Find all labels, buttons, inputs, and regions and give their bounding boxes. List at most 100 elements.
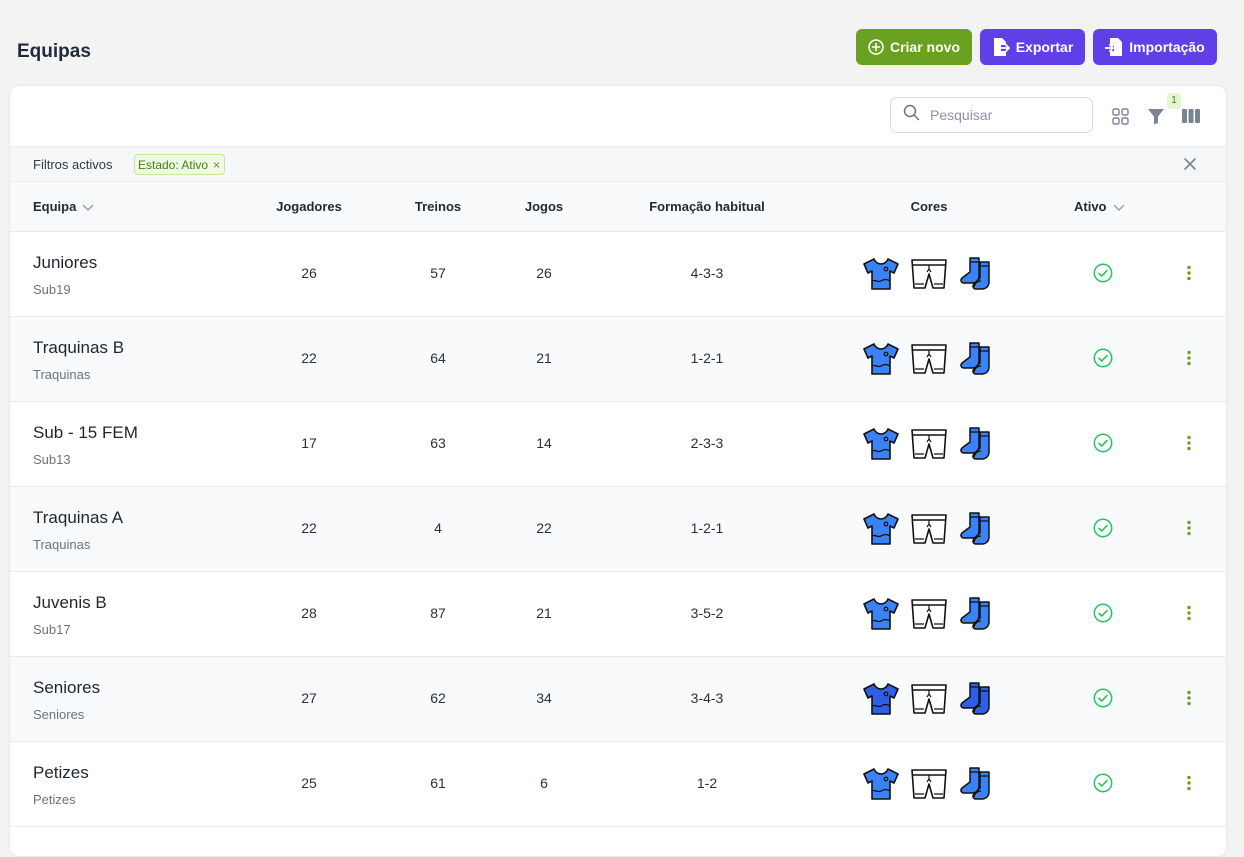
table-row[interactable]: Juvenis B Sub17 28 87 21 3-5-2 bbox=[10, 572, 1226, 657]
shorts-icon bbox=[910, 682, 948, 716]
formation-value: 3-4-3 bbox=[690, 690, 724, 706]
table-toolbar: 1 bbox=[10, 86, 1226, 146]
players-count: 28 bbox=[301, 605, 317, 621]
games-count: 6 bbox=[540, 775, 548, 791]
columns-icon[interactable] bbox=[1181, 106, 1201, 126]
column-header-trainings: Treinos bbox=[414, 199, 462, 214]
players-count: 26 bbox=[301, 265, 317, 281]
more-vertical-icon[interactable] bbox=[1186, 520, 1192, 541]
check-circle-icon bbox=[1093, 688, 1113, 713]
shirt-icon bbox=[862, 342, 900, 376]
import-button[interactable]: Importação bbox=[1093, 29, 1217, 65]
socks-icon bbox=[958, 426, 996, 462]
table-row[interactable]: Traquinas B Traquinas 22 64 21 1-2-1 bbox=[10, 317, 1226, 402]
socks-icon bbox=[958, 341, 996, 377]
table-row[interactable]: Seniores Seniores 27 62 34 3-4-3 bbox=[10, 657, 1226, 742]
shirt-icon bbox=[862, 427, 900, 461]
socks-icon bbox=[958, 256, 996, 292]
check-circle-icon bbox=[1093, 348, 1113, 373]
shorts-icon bbox=[910, 342, 948, 376]
team-category: Sub19 bbox=[33, 282, 71, 297]
more-vertical-icon[interactable] bbox=[1186, 690, 1192, 711]
team-category: Seniores bbox=[33, 707, 85, 722]
table-row[interactable]: Petizes Petizes 25 61 6 1-2 bbox=[10, 742, 1226, 827]
team-colors bbox=[862, 511, 996, 547]
team-category: Traquinas bbox=[33, 367, 91, 382]
team-name[interactable]: Seniores bbox=[33, 678, 101, 697]
column-header-active[interactable]: Ativo bbox=[1074, 199, 1125, 215]
chevron-down-icon bbox=[1113, 200, 1125, 215]
trainings-count: 62 bbox=[430, 690, 446, 706]
column-header-games: Jogos bbox=[524, 199, 564, 214]
games-count: 21 bbox=[536, 605, 552, 621]
filter-icon[interactable] bbox=[1146, 106, 1166, 126]
search-icon bbox=[903, 104, 920, 126]
export-label: Exportar bbox=[1015, 39, 1074, 55]
formation-value: 1-2-1 bbox=[690, 520, 724, 536]
table-row[interactable]: Juniores Sub19 26 57 26 4-3-3 bbox=[10, 232, 1226, 317]
filter-chip-status[interactable]: Estado: Ativo × bbox=[134, 154, 226, 175]
table-header: Equipa Jogadores Treinos Jogos Formação … bbox=[10, 182, 1226, 232]
create-new-button[interactable]: Criar novo bbox=[856, 29, 972, 65]
create-new-label: Criar novo bbox=[889, 39, 960, 55]
players-count: 17 bbox=[301, 435, 317, 451]
formation-value: 1-2 bbox=[696, 775, 718, 791]
team-category: Sub17 bbox=[33, 622, 71, 637]
team-colors bbox=[862, 596, 996, 632]
shirt-icon bbox=[862, 767, 900, 801]
team-name[interactable]: Traquinas B bbox=[33, 338, 125, 357]
games-count: 26 bbox=[536, 265, 552, 281]
column-header-formation: Formação habitual bbox=[649, 199, 765, 214]
games-count: 14 bbox=[536, 435, 552, 451]
search-input[interactable] bbox=[928, 106, 1082, 124]
team-name[interactable]: Juniores bbox=[33, 253, 98, 272]
shirt-icon bbox=[862, 597, 900, 631]
more-vertical-icon[interactable] bbox=[1186, 775, 1192, 796]
more-vertical-icon[interactable] bbox=[1186, 435, 1192, 456]
socks-icon bbox=[958, 511, 996, 547]
grid-view-icon[interactable] bbox=[1110, 106, 1130, 126]
trainings-count: 4 bbox=[434, 520, 442, 536]
more-vertical-icon[interactable] bbox=[1186, 350, 1192, 371]
team-name[interactable]: Petizes bbox=[33, 763, 89, 782]
clear-filters-icon[interactable] bbox=[1182, 156, 1198, 172]
check-circle-icon bbox=[1093, 603, 1113, 628]
team-name[interactable]: Juvenis B bbox=[33, 593, 107, 612]
column-header-players: Jogadores bbox=[276, 199, 342, 214]
export-button[interactable]: Exportar bbox=[980, 29, 1085, 65]
shirt-icon bbox=[862, 682, 900, 716]
shirt-icon bbox=[862, 257, 900, 291]
teams-card: 1 Filtros activos Estado: Ativo × Equipa… bbox=[9, 85, 1227, 857]
check-circle-icon bbox=[1093, 433, 1113, 458]
table-row[interactable]: Sub - 15 FEM Sub13 17 63 14 2-3-3 bbox=[10, 402, 1226, 487]
team-colors bbox=[862, 426, 996, 462]
filter-count-badge: 1 bbox=[1167, 93, 1181, 109]
players-count: 25 bbox=[301, 775, 317, 791]
shorts-icon bbox=[910, 512, 948, 546]
games-count: 34 bbox=[536, 690, 552, 706]
shirt-icon bbox=[862, 512, 900, 546]
more-vertical-icon[interactable] bbox=[1186, 605, 1192, 626]
team-colors bbox=[862, 341, 996, 377]
team-name[interactable]: Sub - 15 FEM bbox=[33, 423, 138, 442]
column-header-team[interactable]: Equipa bbox=[33, 199, 94, 215]
active-filters-label: Filtros activos bbox=[33, 157, 113, 172]
team-category: Petizes bbox=[33, 792, 76, 807]
more-vertical-icon[interactable] bbox=[1186, 265, 1192, 286]
players-count: 22 bbox=[301, 350, 317, 366]
check-circle-icon bbox=[1093, 263, 1113, 288]
trainings-count: 57 bbox=[430, 265, 446, 281]
team-name[interactable]: Traquinas A bbox=[33, 508, 124, 527]
games-count: 21 bbox=[536, 350, 552, 366]
games-count: 22 bbox=[536, 520, 552, 536]
remove-filter-icon[interactable]: × bbox=[213, 157, 221, 172]
table-row[interactable]: Traquinas A Traquinas 22 4 22 1-2-1 bbox=[10, 487, 1226, 572]
plus-circle-icon bbox=[868, 39, 884, 55]
socks-icon bbox=[958, 766, 996, 802]
search-box[interactable] bbox=[890, 97, 1093, 133]
page-title: Equipas bbox=[17, 41, 91, 62]
trainings-count: 64 bbox=[430, 350, 446, 366]
shorts-icon bbox=[910, 257, 948, 291]
column-header-colors: Cores bbox=[910, 199, 948, 214]
formation-value: 3-5-2 bbox=[690, 605, 724, 621]
